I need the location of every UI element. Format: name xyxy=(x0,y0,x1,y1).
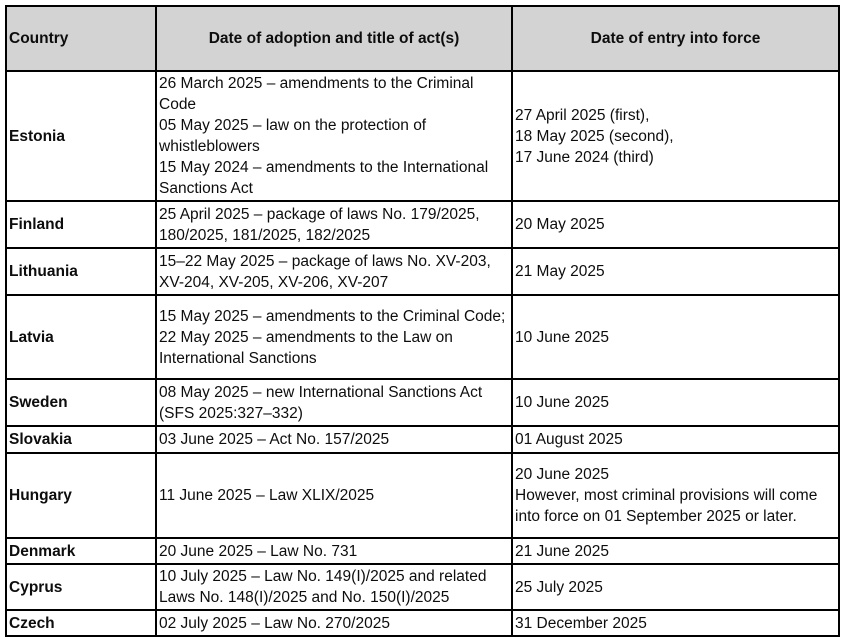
cell-entry-into-force: 25 July 2025 xyxy=(511,563,840,611)
cell-country: Estonia xyxy=(5,70,157,202)
cell-country: Hungary xyxy=(5,452,157,539)
table-row: Hungary 11 June 2025 – Law XLIX/2025 20 … xyxy=(5,452,840,539)
table-row: Czech 02 July 2025 – Law No. 270/2025 31… xyxy=(5,609,840,637)
sanctions-legislation-table: Country Date of adoption and title of ac… xyxy=(5,5,840,637)
cell-country: Finland xyxy=(5,200,157,249)
cell-entry-into-force: 20 May 2025 xyxy=(511,200,840,249)
cell-adoption-and-title: 15 May 2025 – amendments to the Criminal… xyxy=(155,294,513,380)
cell-adoption-and-title: 20 June 2025 – Law No. 731 xyxy=(155,537,513,565)
header-row: Country Date of adoption and title of ac… xyxy=(5,5,840,72)
header-country: Country xyxy=(5,5,157,72)
cell-adoption-and-title: 08 May 2025 – new International Sanction… xyxy=(155,378,513,427)
cell-adoption-and-title: 10 July 2025 – Law No. 149(I)/2025 and r… xyxy=(155,563,513,611)
cell-entry-into-force: 27 April 2025 (first), 18 May 2025 (seco… xyxy=(511,70,840,202)
table-row: Finland 25 April 2025 – package of laws … xyxy=(5,200,840,249)
cell-country: Czech xyxy=(5,609,157,637)
table-row: Sweden 08 May 2025 – new International S… xyxy=(5,378,840,427)
cell-adoption-and-title: 03 June 2025 – Act No. 157/2025 xyxy=(155,425,513,454)
cell-entry-into-force: 10 June 2025 xyxy=(511,294,840,380)
header-entry-into-force: Date of entry into force xyxy=(511,5,840,72)
cell-entry-into-force: 01 August 2025 xyxy=(511,425,840,454)
cell-country: Slovakia xyxy=(5,425,157,454)
table-row: Denmark 20 June 2025 – Law No. 731 21 Ju… xyxy=(5,537,840,565)
cell-country: Latvia xyxy=(5,294,157,380)
cell-adoption-and-title: 11 June 2025 – Law XLIX/2025 xyxy=(155,452,513,539)
cell-country: Denmark xyxy=(5,537,157,565)
table-row: Cyprus 10 July 2025 – Law No. 149(I)/202… xyxy=(5,563,840,611)
cell-country: Lithuania xyxy=(5,247,157,296)
cell-entry-into-force: 10 June 2025 xyxy=(511,378,840,427)
header-adoption: Date of adoption and title of act(s) xyxy=(155,5,513,72)
table-row: Slovakia 03 June 2025 – Act No. 157/2025… xyxy=(5,425,840,454)
cell-entry-into-force: 20 June 2025 However, most criminal prov… xyxy=(511,452,840,539)
cell-entry-into-force: 21 May 2025 xyxy=(511,247,840,296)
cell-adoption-and-title: 26 March 2025 – amendments to the Crimin… xyxy=(155,70,513,202)
cell-country: Sweden xyxy=(5,378,157,427)
cell-entry-into-force: 31 December 2025 xyxy=(511,609,840,637)
table-row: Estonia 26 March 2025 – amendments to th… xyxy=(5,70,840,202)
table-header: Country Date of adoption and title of ac… xyxy=(5,5,840,72)
cell-adoption-and-title: 15–22 May 2025 – package of laws No. XV-… xyxy=(155,247,513,296)
cell-adoption-and-title: 25 April 2025 – package of laws No. 179/… xyxy=(155,200,513,249)
table-body: Estonia 26 March 2025 – amendments to th… xyxy=(5,70,840,637)
table-row: Lithuania 15–22 May 2025 – package of la… xyxy=(5,247,840,296)
table-row: Latvia 15 May 2025 – amendments to the C… xyxy=(5,294,840,380)
cell-entry-into-force: 21 June 2025 xyxy=(511,537,840,565)
cell-adoption-and-title: 02 July 2025 – Law No. 270/2025 xyxy=(155,609,513,637)
cell-country: Cyprus xyxy=(5,563,157,611)
